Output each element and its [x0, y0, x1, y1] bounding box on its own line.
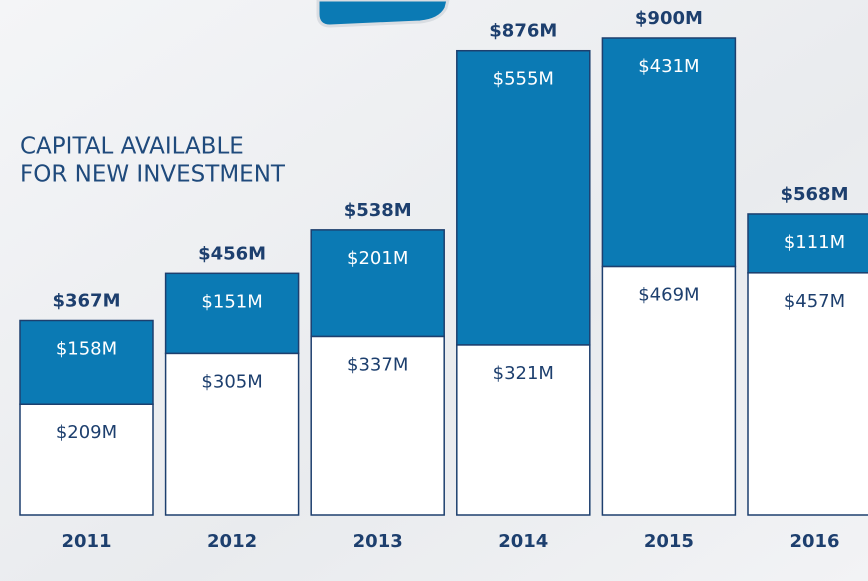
segment-label: $431M	[638, 56, 699, 77]
bar-segment	[747, 272, 868, 516]
bar-segment	[601, 265, 737, 516]
chart-title: FOR NEW INVESTMENT	[20, 162, 286, 188]
total-label: $900M	[635, 8, 703, 29]
segment-label: $151M	[201, 291, 262, 312]
bar-segment	[456, 49, 591, 346]
segment-label: $321M	[493, 363, 554, 384]
segment-label: $469M	[638, 284, 699, 305]
bar-segment	[19, 319, 154, 405]
segment-label: $201M	[347, 248, 408, 269]
banner-shape	[316, 0, 450, 28]
total-label: $456M	[198, 243, 266, 264]
x-tick-label: 2013	[353, 531, 403, 552]
segment-label: $111M	[784, 232, 845, 253]
segment-label: $337M	[347, 354, 408, 375]
total-label: $538M	[344, 200, 412, 221]
bar-segment	[456, 344, 591, 516]
bar-segment	[19, 403, 154, 516]
segment-label: $457M	[784, 291, 845, 312]
chart-title: CAPITAL AVAILABLE	[20, 134, 244, 160]
bar-segment	[164, 352, 300, 516]
segment-label: $305M	[201, 371, 262, 392]
bar-segment	[164, 272, 300, 355]
segment-label: $555M	[493, 69, 554, 90]
total-label: $568M	[780, 184, 848, 205]
bar-segment	[747, 213, 868, 274]
x-tick-label: 2016	[789, 531, 839, 552]
x-tick-label: 2011	[61, 531, 111, 552]
total-label: $367M	[52, 290, 120, 311]
x-tick-label: 2014	[498, 531, 548, 552]
segment-label: $209M	[56, 422, 117, 443]
bar-segment	[310, 229, 445, 338]
x-tick-label: 2015	[644, 531, 694, 552]
bar-segment	[601, 37, 737, 268]
segment-label: $158M	[56, 338, 117, 359]
total-label: $876M	[489, 21, 557, 42]
x-tick-label: 2012	[207, 531, 257, 552]
